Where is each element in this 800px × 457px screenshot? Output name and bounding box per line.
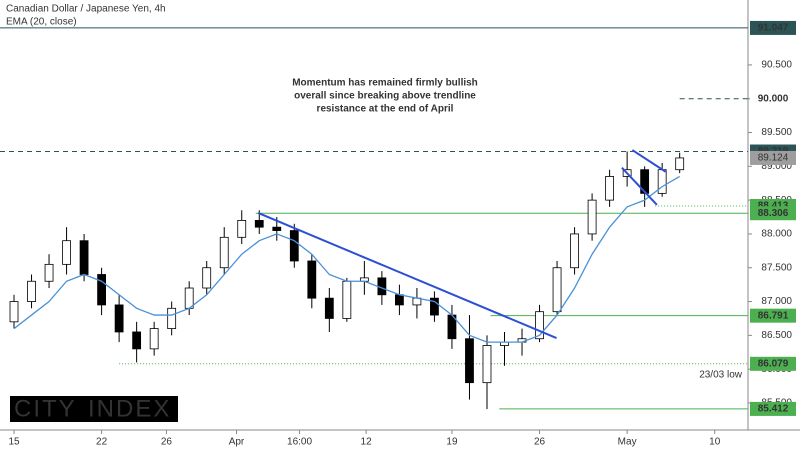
candle-body [552, 267, 562, 313]
level-label: 90.000 [758, 93, 789, 104]
x-tick-label: 12 [361, 437, 373, 448]
candle-body [465, 338, 474, 384]
candle-body [237, 220, 247, 238]
candle-body [657, 169, 667, 194]
level-label: 85.412 [758, 404, 789, 415]
candle-body [44, 263, 54, 282]
candle-body [675, 157, 685, 171]
level-label: 88.413 [758, 201, 789, 212]
last-price-box [750, 150, 796, 165]
level-box [750, 401, 796, 416]
x-tick-label: 15 [8, 437, 20, 448]
logo-left: CITY [14, 395, 77, 422]
logo-box [10, 396, 178, 422]
y-tick-label: 87.500 [761, 262, 792, 273]
candle-body [97, 274, 107, 306]
candle-body [62, 240, 71, 265]
candle-body [324, 297, 334, 319]
trendline [631, 149, 667, 173]
y-tick-label: 86.500 [761, 330, 792, 341]
x-tick-label: May [618, 437, 637, 448]
candle-body [535, 311, 544, 340]
chart-title: Canadian Dollar / Japanese Yen, 4h [6, 4, 166, 15]
candle-body [254, 220, 264, 228]
x-tick-label: 26 [534, 437, 546, 448]
indicator-label: EMA (20, close) [6, 17, 77, 28]
level-label: 91.047 [758, 23, 789, 34]
level-box [750, 91, 796, 106]
annotation: Momentum has remained firmly bullish [292, 78, 478, 89]
x-tick-label: 26 [161, 437, 173, 448]
level-note: 23/03 low [699, 369, 743, 380]
y-tick-label: 87.000 [761, 296, 792, 307]
candle-body [640, 169, 650, 194]
candle-body [482, 345, 492, 384]
candle-body [132, 331, 142, 350]
candle-body [395, 294, 404, 306]
candle-body [272, 226, 282, 231]
candle-body [570, 233, 579, 269]
candle-body [307, 260, 317, 299]
candle-body [114, 304, 124, 333]
y-tick-label: 89.500 [761, 127, 792, 138]
candle-body [289, 230, 299, 262]
x-tick-label: 22 [96, 437, 108, 448]
x-tick-label: 10 [709, 437, 721, 448]
logo-right: INDEX [88, 395, 171, 422]
x-tick-label: Apr [229, 437, 245, 448]
annotation: overall since breaking above trendline [294, 91, 476, 102]
x-tick-label: 19 [446, 437, 458, 448]
level-box [750, 20, 796, 35]
y-tick-label: 89.000 [761, 161, 792, 172]
candle-body [342, 280, 352, 319]
level-label: 86.079 [758, 358, 789, 369]
candle-body [27, 280, 36, 302]
trendline [257, 212, 557, 339]
candle-body [167, 307, 177, 329]
candle-body [430, 297, 439, 316]
level-label: 86.791 [758, 310, 789, 321]
level-box [750, 308, 796, 323]
annotation: resistance at the end of April [317, 104, 454, 115]
trendline [621, 166, 658, 206]
candle-body [202, 267, 212, 289]
candle-body [219, 236, 229, 269]
candle-body [605, 176, 615, 201]
x-tick-label: 16:00 [287, 437, 312, 448]
level-box [750, 206, 796, 221]
y-tick-label: 88.000 [761, 229, 792, 240]
ema-line [13, 175, 681, 343]
candle-body [79, 240, 89, 275]
candle-body [184, 287, 194, 309]
candle-body [9, 301, 19, 323]
candle-body [587, 199, 597, 235]
candle-body [149, 328, 159, 350]
y-tick-label: 90.500 [761, 60, 792, 71]
level-box [750, 356, 796, 371]
level-label: 88.306 [758, 208, 789, 219]
last-price-label: 89.124 [758, 153, 789, 164]
